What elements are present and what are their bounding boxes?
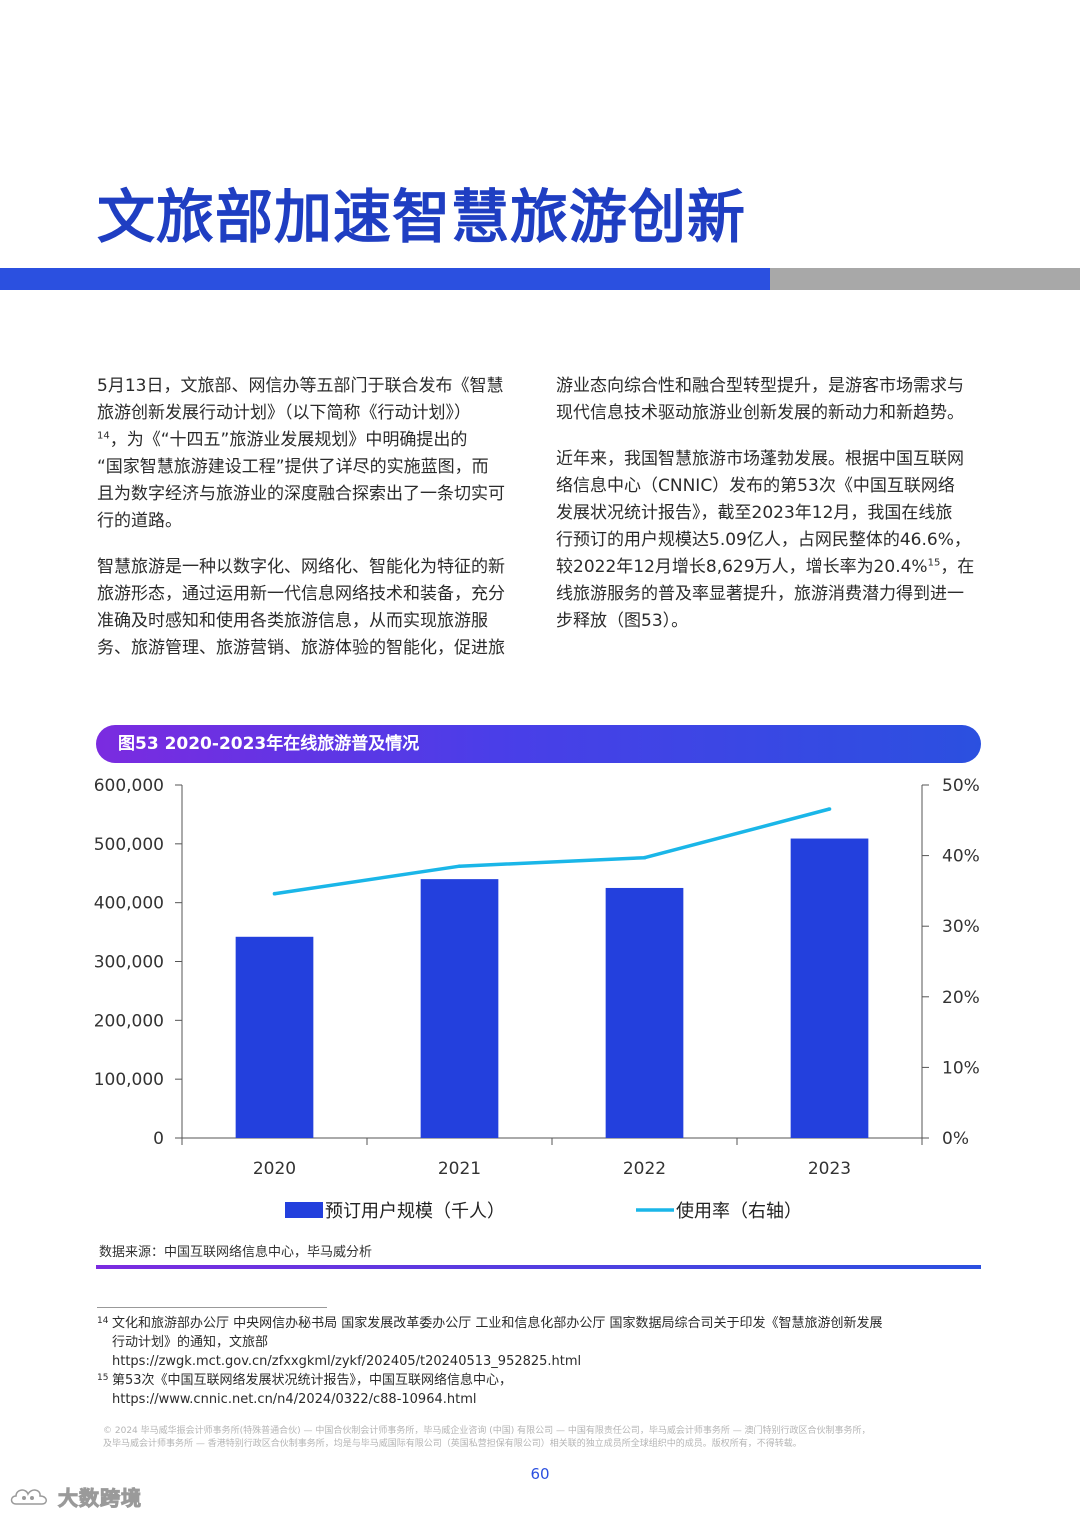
figure-source: 数据来源：中国互联网络信息中心，毕马威分析 (99, 1245, 373, 1260)
footnote-number: 14 (97, 1316, 109, 1326)
text-fragment: ，在 (940, 557, 975, 577)
line-point-2022 (642, 855, 647, 860)
bar-2020 (235, 936, 314, 1138)
line-point-2020 (272, 891, 277, 896)
chart-legend: 预订用户规模（千人） 使用率（右轴） (285, 1201, 802, 1222)
footnote-ref-14[interactable]: 14 (97, 430, 110, 442)
figure-divider (96, 1265, 981, 1269)
text-fragment: ，为《“十四五”旅游业发展规划》中明确提出的 (109, 430, 468, 450)
combo-chart: 0 100,000 200,000 300,000 400,000 500,000 600,… (94, 776, 980, 1222)
text-line: 游业态向综合性和融合型转型提升，是游客市场需求与 (556, 376, 964, 396)
text-line: 旅游形态，通过运用新一代信息网络技术和装备，充分 (97, 584, 505, 604)
title-bar-gray (770, 268, 1080, 290)
x-tick-label: 2022 (623, 1159, 666, 1179)
text-line: 旅游创新发展行动计划》（以下简称《行动计划》） (97, 403, 471, 423)
text-line: 5月13日，文旅部、网信办等五部门于联合发布《智慧 (97, 376, 504, 396)
figure-title: 图53 2020-2023年在线旅游普及情况 (96, 725, 981, 763)
text-line: 准确及时感知和使用各类旅游信息，从而实现旅游服 (97, 611, 488, 631)
footnote-line: 第53次《中国互联网络发展状况统计报告》，中国互联网络信息中心， (112, 1373, 513, 1388)
bar-2023 (790, 838, 869, 1138)
bar-series (235, 838, 869, 1138)
bar-2022 (605, 887, 684, 1138)
left-paragraph-1: 5月13日，文旅部、网信办等五部门于联合发布《智慧 旅游创新发展行动计划》（以下… (97, 373, 527, 535)
footnote-15: 15 第53次《中国互联网络发展状况统计报告》，中国互联网络信息中心， http… (97, 1371, 977, 1409)
text-line: 且为数字经济与旅游业的深度融合探索出了一条切实可 (97, 484, 505, 504)
tick-labels: 0 100,000 200,000 300,000 400,000 500,000 600,… (94, 776, 980, 1179)
text-line: 较2022年12月增长8,629万人，增长率为20.4%15，在 (556, 554, 986, 581)
left-paragraph-2: 智慧旅游是一种以数字化、网络化、智能化为特征的新 旅游形态，通过运用新一代信息网… (97, 554, 527, 662)
right-tick-label: 20% (942, 988, 980, 1008)
left-tick-label: 0 (153, 1129, 164, 1149)
text-line: 步释放（图53）。 (556, 611, 689, 631)
right-paragraph-1: 游业态向综合性和融合型转型提升，是游客市场需求与 现代信息技术驱动旅游业创新发展… (556, 373, 986, 427)
x-tick-label: 2023 (808, 1159, 851, 1179)
footnote-line: 行动计划》的通知，文旅部 (112, 1335, 269, 1350)
right-tick-label: 30% (942, 917, 980, 937)
text-line: “国家智慧旅游建设工程”提供了详尽的实施蓝图，而 (97, 457, 489, 477)
footnote-rule (97, 1307, 327, 1308)
left-column: 5月13日，文旅部、网信办等五部门于联合发布《智慧 旅游创新发展行动计划》（以下… (97, 373, 527, 681)
page-number: 60 (530, 1465, 550, 1483)
copyright-line: 及毕马威会计师事务所 — 香港特别行政区合伙制事务所，均是与毕马威国际有限公司（… (103, 1439, 802, 1449)
right-tick-label: 40% (942, 847, 980, 867)
left-tick-label: 400,000 (94, 894, 164, 914)
x-tick-label: 2020 (253, 1159, 296, 1179)
line-point-2021 (457, 864, 462, 868)
right-column: 游业态向综合性和融合型转型提升，是游客市场需求与 现代信息技术驱动旅游业创新发展… (556, 373, 986, 654)
text-line: 现代信息技术驱动旅游业创新发展的新动力和新趋势。 (556, 403, 964, 423)
x-tick-label: 2021 (438, 1159, 481, 1179)
footnotes: 14 文化和旅游部办公厅 中央网信办秘书局 国家发展改革委办公厅 工业和信息化部… (97, 1314, 977, 1409)
footnote-line: 文化和旅游部办公厅 中央网信办秘书局 国家发展改革委办公厅 工业和信息化部办公厅… (112, 1316, 883, 1331)
line-point-2023 (827, 807, 832, 811)
watermark: 大数跨境 (8, 1482, 142, 1511)
text-line: 络信息中心（CNNIC）发布的第53次《中国互联网络 (556, 476, 955, 496)
text-fragment: 较2022年12月增长8,629万人，增长率为20.4% (556, 557, 928, 577)
right-paragraph-2: 近年来，我国智慧旅游市场蓬勃发展。根据中国互联网 络信息中心（CNNIC）发布的… (556, 446, 986, 635)
page-title: 文旅部加速智慧旅游创新 (97, 183, 747, 251)
right-tick-label: 10% (942, 1058, 980, 1078)
footnote-number: 15 (97, 1373, 109, 1383)
left-tick-label: 600,000 (94, 776, 164, 796)
copyright-notice: © 2024 毕马威华振会计师事务所(特殊普通合伙) — 中国合伙制会计师事务所… (103, 1425, 983, 1451)
text-line: 线旅游服务的普及率显著提升，旅游消费潜力得到进一 (556, 584, 964, 604)
left-tick-label: 500,000 (94, 835, 164, 855)
cloud-logo-icon (10, 1488, 47, 1505)
text-line: 行预订的用户规模达5.09亿人，占网民整体的46.6%， (556, 530, 971, 550)
copyright-line: © 2024 毕马威华振会计师事务所(特殊普通合伙) — 中国合伙制会计师事务所… (103, 1426, 871, 1436)
right-tick-label: 0% (942, 1129, 969, 1149)
text-line: 14，为《“十四五”旅游业发展规划》中明确提出的 (97, 427, 527, 454)
footnote-ref-15[interactable]: 15 (927, 557, 941, 569)
line-series (272, 807, 832, 896)
text-line: 行的道路。 (97, 511, 182, 531)
text-line: 务、旅游管理、旅游营销、旅游体验的智能化，促进旅 (97, 638, 505, 658)
footnote-link[interactable]: https://zwgk.mct.gov.cn/zfxxgkml/zykf/20… (112, 1354, 582, 1369)
left-tick-label: 100,000 (94, 1070, 164, 1090)
bar-2021 (420, 879, 499, 1138)
watermark-text: 大数跨境 (58, 1486, 142, 1511)
footnote-link[interactable]: https://www.cnnic.net.cn/n4/2024/0322/c8… (112, 1392, 477, 1407)
left-tick-label: 300,000 (94, 953, 164, 973)
title-bar-blue (0, 268, 770, 290)
text-line: 近年来，我国智慧旅游市场蓬勃发展。根据中国互联网 (556, 449, 964, 469)
left-tick-label: 200,000 (94, 1011, 164, 1031)
text-line: 发展状况统计报告》，截至2023年12月，我国在线旅 (556, 503, 953, 523)
legend-label: 预订用户规模（千人） (325, 1201, 505, 1222)
text-line: 智慧旅游是一种以数字化、网络化、智能化为特征的新 (97, 557, 505, 577)
usage-rate-line (274, 807, 830, 896)
footnote-14: 14 文化和旅游部办公厅 中央网信办秘书局 国家发展改革委办公厅 工业和信息化部… (97, 1314, 977, 1371)
right-tick-label: 50% (942, 776, 980, 796)
legend-label: 使用率（右轴） (676, 1201, 802, 1222)
legend-bar-swatch (285, 1202, 323, 1218)
